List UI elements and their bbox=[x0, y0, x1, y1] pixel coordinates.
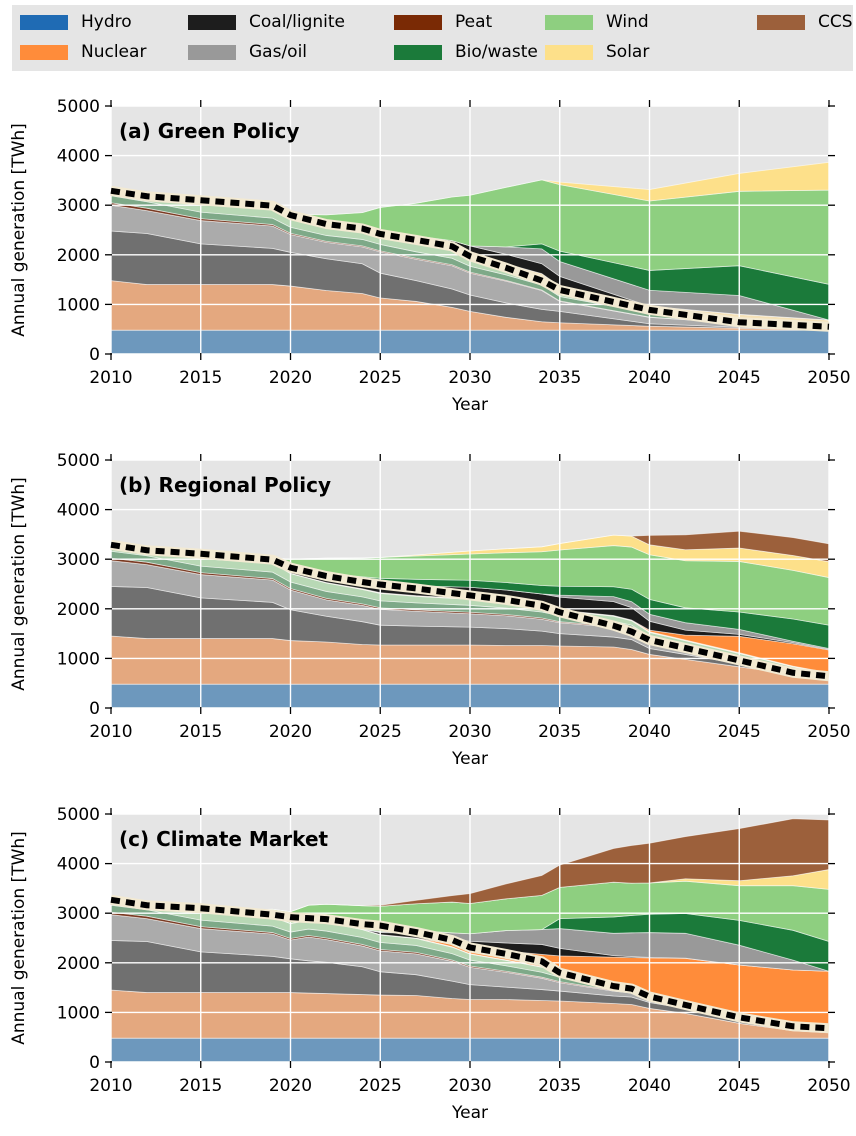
x-tick-label: 2010 bbox=[89, 1076, 132, 1096]
legend-swatch bbox=[188, 14, 236, 30]
total-line-dashed bbox=[110, 896, 830, 1032]
chart-svg: 2010 2015 2020 2025 2030 2035 2040 2045 2050 0 100… bbox=[9, 97, 851, 415]
x-tick-label: 2010 bbox=[89, 722, 132, 742]
x-tick-label: 2015 bbox=[179, 722, 222, 742]
y-tick-label: 4000 bbox=[57, 855, 100, 875]
x-tick-label: 2035 bbox=[538, 722, 581, 742]
x-tick-label: 2045 bbox=[718, 722, 761, 742]
legend-swatch bbox=[188, 44, 236, 60]
panel-title: (c) Climate Market bbox=[119, 827, 329, 851]
legend-label: Solar bbox=[606, 42, 650, 62]
area-ccs-ccs bbox=[111, 818, 829, 913]
y-tick-label: 4000 bbox=[57, 501, 100, 521]
legend-item-wind: Wind bbox=[545, 12, 649, 32]
legend-swatch bbox=[394, 44, 442, 60]
chart-svg: 2010 2015 2020 2025 2030 2035 2040 2045 2050 0 100… bbox=[9, 805, 851, 1123]
legend-item-nuclear: Nuclear bbox=[20, 42, 147, 62]
x-tick-label: 2020 bbox=[269, 368, 312, 388]
x-tick-label: 2020 bbox=[269, 722, 312, 742]
legend-item-gas-oil: Gas/oil bbox=[188, 42, 308, 62]
legend-label: Wind bbox=[606, 12, 649, 32]
y-tick-label: 0 bbox=[89, 699, 100, 719]
x-tick-label: 2050 bbox=[807, 368, 850, 388]
x-tick-label: 2040 bbox=[628, 368, 671, 388]
x-tick-label: 2040 bbox=[628, 1076, 671, 1096]
legend-label: Hydro bbox=[81, 12, 132, 32]
x-tick-label: 2035 bbox=[538, 368, 581, 388]
y-tick-label: 2000 bbox=[57, 600, 100, 620]
y-axis-label: Annual generation [TWh] bbox=[9, 831, 29, 1045]
legend-label: CCS bbox=[818, 12, 853, 32]
legend-swatch bbox=[394, 14, 442, 30]
y-tick-label: 3000 bbox=[57, 196, 100, 216]
y-tick-label: 3000 bbox=[57, 904, 100, 924]
panel-b-chart: 2010 2015 2020 2025 2030 2035 2040 2045 2050 0 100… bbox=[0, 442, 856, 782]
legend-label: Gas/oil bbox=[249, 42, 308, 62]
y-tick-label: 1000 bbox=[57, 295, 100, 315]
y-tick-label: 4000 bbox=[57, 147, 100, 167]
legend-swatch bbox=[20, 44, 68, 60]
legend-swatch bbox=[20, 14, 68, 30]
legend-swatch bbox=[545, 44, 593, 60]
y-tick-label: 2000 bbox=[57, 954, 100, 974]
x-tick-label: 2010 bbox=[89, 368, 132, 388]
x-tick-label: 2045 bbox=[718, 1076, 761, 1096]
x-tick-label: 2025 bbox=[359, 368, 402, 388]
total-line-dashed bbox=[110, 187, 830, 330]
x-tick-label: 2050 bbox=[807, 722, 850, 742]
x-axis-label: Year bbox=[451, 1103, 488, 1123]
legend-swatch bbox=[545, 14, 593, 30]
chart-svg: 2010 2015 2020 2025 2030 2035 2040 2045 2050 0 100… bbox=[9, 451, 851, 769]
legend: Hydro Nuclear Coal/lignite Gas/oil Peat Bio/w… bbox=[12, 5, 853, 71]
legend-item-hydro: Hydro bbox=[20, 12, 132, 32]
y-tick-label: 2000 bbox=[57, 246, 100, 266]
x-tick-label: 2025 bbox=[359, 1076, 402, 1096]
legend-swatch bbox=[757, 14, 805, 30]
x-tick-label: 2040 bbox=[628, 722, 671, 742]
panel-title: (b) Regional Policy bbox=[119, 473, 331, 497]
x-axis-label: Year bbox=[451, 395, 488, 415]
panel-c-chart: 2010 2015 2020 2025 2030 2035 2040 2045 2050 0 100… bbox=[0, 796, 856, 1136]
legend-item-solar: Solar bbox=[545, 42, 650, 62]
x-tick-label: 2030 bbox=[448, 1076, 491, 1096]
legend-label: Bio/waste bbox=[455, 42, 538, 62]
total-line-dashed bbox=[110, 541, 830, 680]
legend-label: Nuclear bbox=[81, 42, 147, 62]
y-axis-label: Annual generation [TWh] bbox=[9, 477, 29, 691]
y-tick-label: 0 bbox=[89, 345, 100, 365]
y-tick-label: 1000 bbox=[57, 1003, 100, 1023]
x-tick-label: 2030 bbox=[448, 368, 491, 388]
panel-title: (a) Green Policy bbox=[119, 119, 299, 143]
x-tick-label: 2045 bbox=[718, 368, 761, 388]
y-tick-label: 5000 bbox=[57, 451, 100, 471]
x-tick-label: 2035 bbox=[538, 1076, 581, 1096]
x-tick-label: 2020 bbox=[269, 1076, 312, 1096]
x-tick-label: 2015 bbox=[179, 1076, 222, 1096]
legend-item-coal-lignite: Coal/lignite bbox=[188, 12, 345, 32]
legend-label: Peat bbox=[455, 12, 493, 32]
panel-a-chart: 2010 2015 2020 2025 2030 2035 2040 2045 2050 0 100… bbox=[0, 88, 856, 428]
y-tick-label: 3000 bbox=[57, 550, 100, 570]
x-tick-label: 2030 bbox=[448, 722, 491, 742]
y-tick-label: 5000 bbox=[57, 97, 100, 117]
x-axis-label: Year bbox=[451, 749, 488, 769]
legend-item-peat: Peat bbox=[394, 12, 493, 32]
legend-label: Coal/lignite bbox=[249, 12, 345, 32]
x-tick-label: 2025 bbox=[359, 722, 402, 742]
area-solar-ccs bbox=[111, 161, 829, 216]
legend-item-bio-waste: Bio/waste bbox=[394, 42, 538, 62]
x-tick-label: 2015 bbox=[179, 368, 222, 388]
y-tick-label: 1000 bbox=[57, 649, 100, 669]
y-axis-label: Annual generation [TWh] bbox=[9, 123, 29, 337]
x-tick-label: 2050 bbox=[807, 1076, 850, 1096]
y-tick-label: 5000 bbox=[57, 805, 100, 825]
y-tick-label: 0 bbox=[89, 1053, 100, 1073]
legend-item-ccs: CCS bbox=[757, 12, 853, 32]
